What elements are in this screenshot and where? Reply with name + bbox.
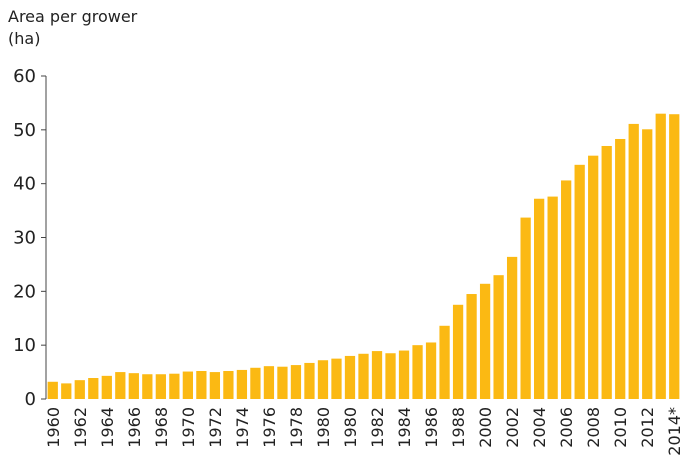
bar xyxy=(655,113,666,399)
x-tick-label: 1986 xyxy=(422,407,441,448)
bar xyxy=(47,381,58,399)
x-tick-label: 1982 xyxy=(368,407,387,448)
bar xyxy=(615,138,626,400)
bar xyxy=(628,123,639,399)
x-tick-label: 1964 xyxy=(98,407,117,448)
x-tick-label: 1988 xyxy=(449,407,468,448)
bar xyxy=(250,367,261,399)
bar xyxy=(574,164,585,399)
bar xyxy=(561,180,572,399)
x-tick-label: 2008 xyxy=(584,407,603,448)
bar xyxy=(452,304,464,399)
bar xyxy=(263,366,275,399)
bar xyxy=(506,256,518,399)
bar xyxy=(155,374,166,399)
bar xyxy=(669,114,680,399)
x-tick-label: 2014* xyxy=(665,407,684,456)
bar xyxy=(358,353,369,399)
bar xyxy=(128,373,139,399)
bar xyxy=(398,350,410,399)
x-tick-label: 2006 xyxy=(557,407,576,448)
bar xyxy=(101,375,112,399)
y-axis-label: (ha) xyxy=(8,29,40,48)
chart-title: Area per grower xyxy=(8,7,138,26)
x-tick-label: 1970 xyxy=(179,407,198,448)
bar xyxy=(385,353,396,399)
bar xyxy=(223,371,234,399)
bar xyxy=(601,145,612,399)
bar xyxy=(371,351,383,399)
x-tick-label: 1976 xyxy=(260,407,279,448)
y-tick-label: 60 xyxy=(13,66,36,87)
bar xyxy=(142,374,153,399)
bar xyxy=(115,372,126,399)
bar xyxy=(466,294,477,399)
bar xyxy=(196,371,207,399)
x-tick-label: 2000 xyxy=(476,407,495,448)
y-tick-label: 10 xyxy=(13,335,36,356)
bar xyxy=(642,129,653,400)
bar xyxy=(479,283,491,399)
x-tick-label: 2010 xyxy=(611,407,630,448)
x-tick-label: 1984 xyxy=(395,407,414,448)
x-tick-label: 1978 xyxy=(287,407,306,448)
bar xyxy=(588,155,599,399)
x-tick-label: 2002 xyxy=(503,407,522,448)
x-tick-label: 1960 xyxy=(44,407,63,448)
bar xyxy=(236,369,248,399)
bar xyxy=(317,360,329,399)
bar xyxy=(88,378,99,399)
y-tick-label: 30 xyxy=(13,228,36,249)
bar xyxy=(520,217,531,399)
x-tick-label: 1974 xyxy=(233,407,252,448)
bar xyxy=(534,198,545,399)
x-tick-label: 1968 xyxy=(152,407,171,448)
y-tick-label: 20 xyxy=(13,281,36,302)
bar xyxy=(169,373,180,399)
bar xyxy=(412,345,423,399)
x-tick-label: 1966 xyxy=(125,407,144,448)
y-tick-label: 50 xyxy=(13,120,36,141)
bar xyxy=(290,365,302,399)
x-tick-label: 1980 xyxy=(341,407,360,448)
x-tick-label: 2012 xyxy=(638,407,657,448)
bar xyxy=(74,380,85,399)
bar xyxy=(493,275,504,399)
x-tick-label: 1962 xyxy=(71,407,90,448)
x-tick-label: 1972 xyxy=(206,407,225,448)
y-tick-label: 0 xyxy=(25,389,36,410)
bar xyxy=(331,358,342,399)
x-tick-label: 1980 xyxy=(314,407,333,448)
x-tick-label: 2004 xyxy=(530,407,549,448)
bar xyxy=(439,325,450,399)
bar xyxy=(425,342,437,399)
bar xyxy=(304,362,315,399)
bar xyxy=(209,372,221,399)
bar xyxy=(344,355,356,399)
bar xyxy=(61,383,72,399)
y-tick-label: 40 xyxy=(13,174,36,195)
bar xyxy=(182,371,193,399)
bar xyxy=(547,196,558,399)
bar xyxy=(277,366,288,399)
